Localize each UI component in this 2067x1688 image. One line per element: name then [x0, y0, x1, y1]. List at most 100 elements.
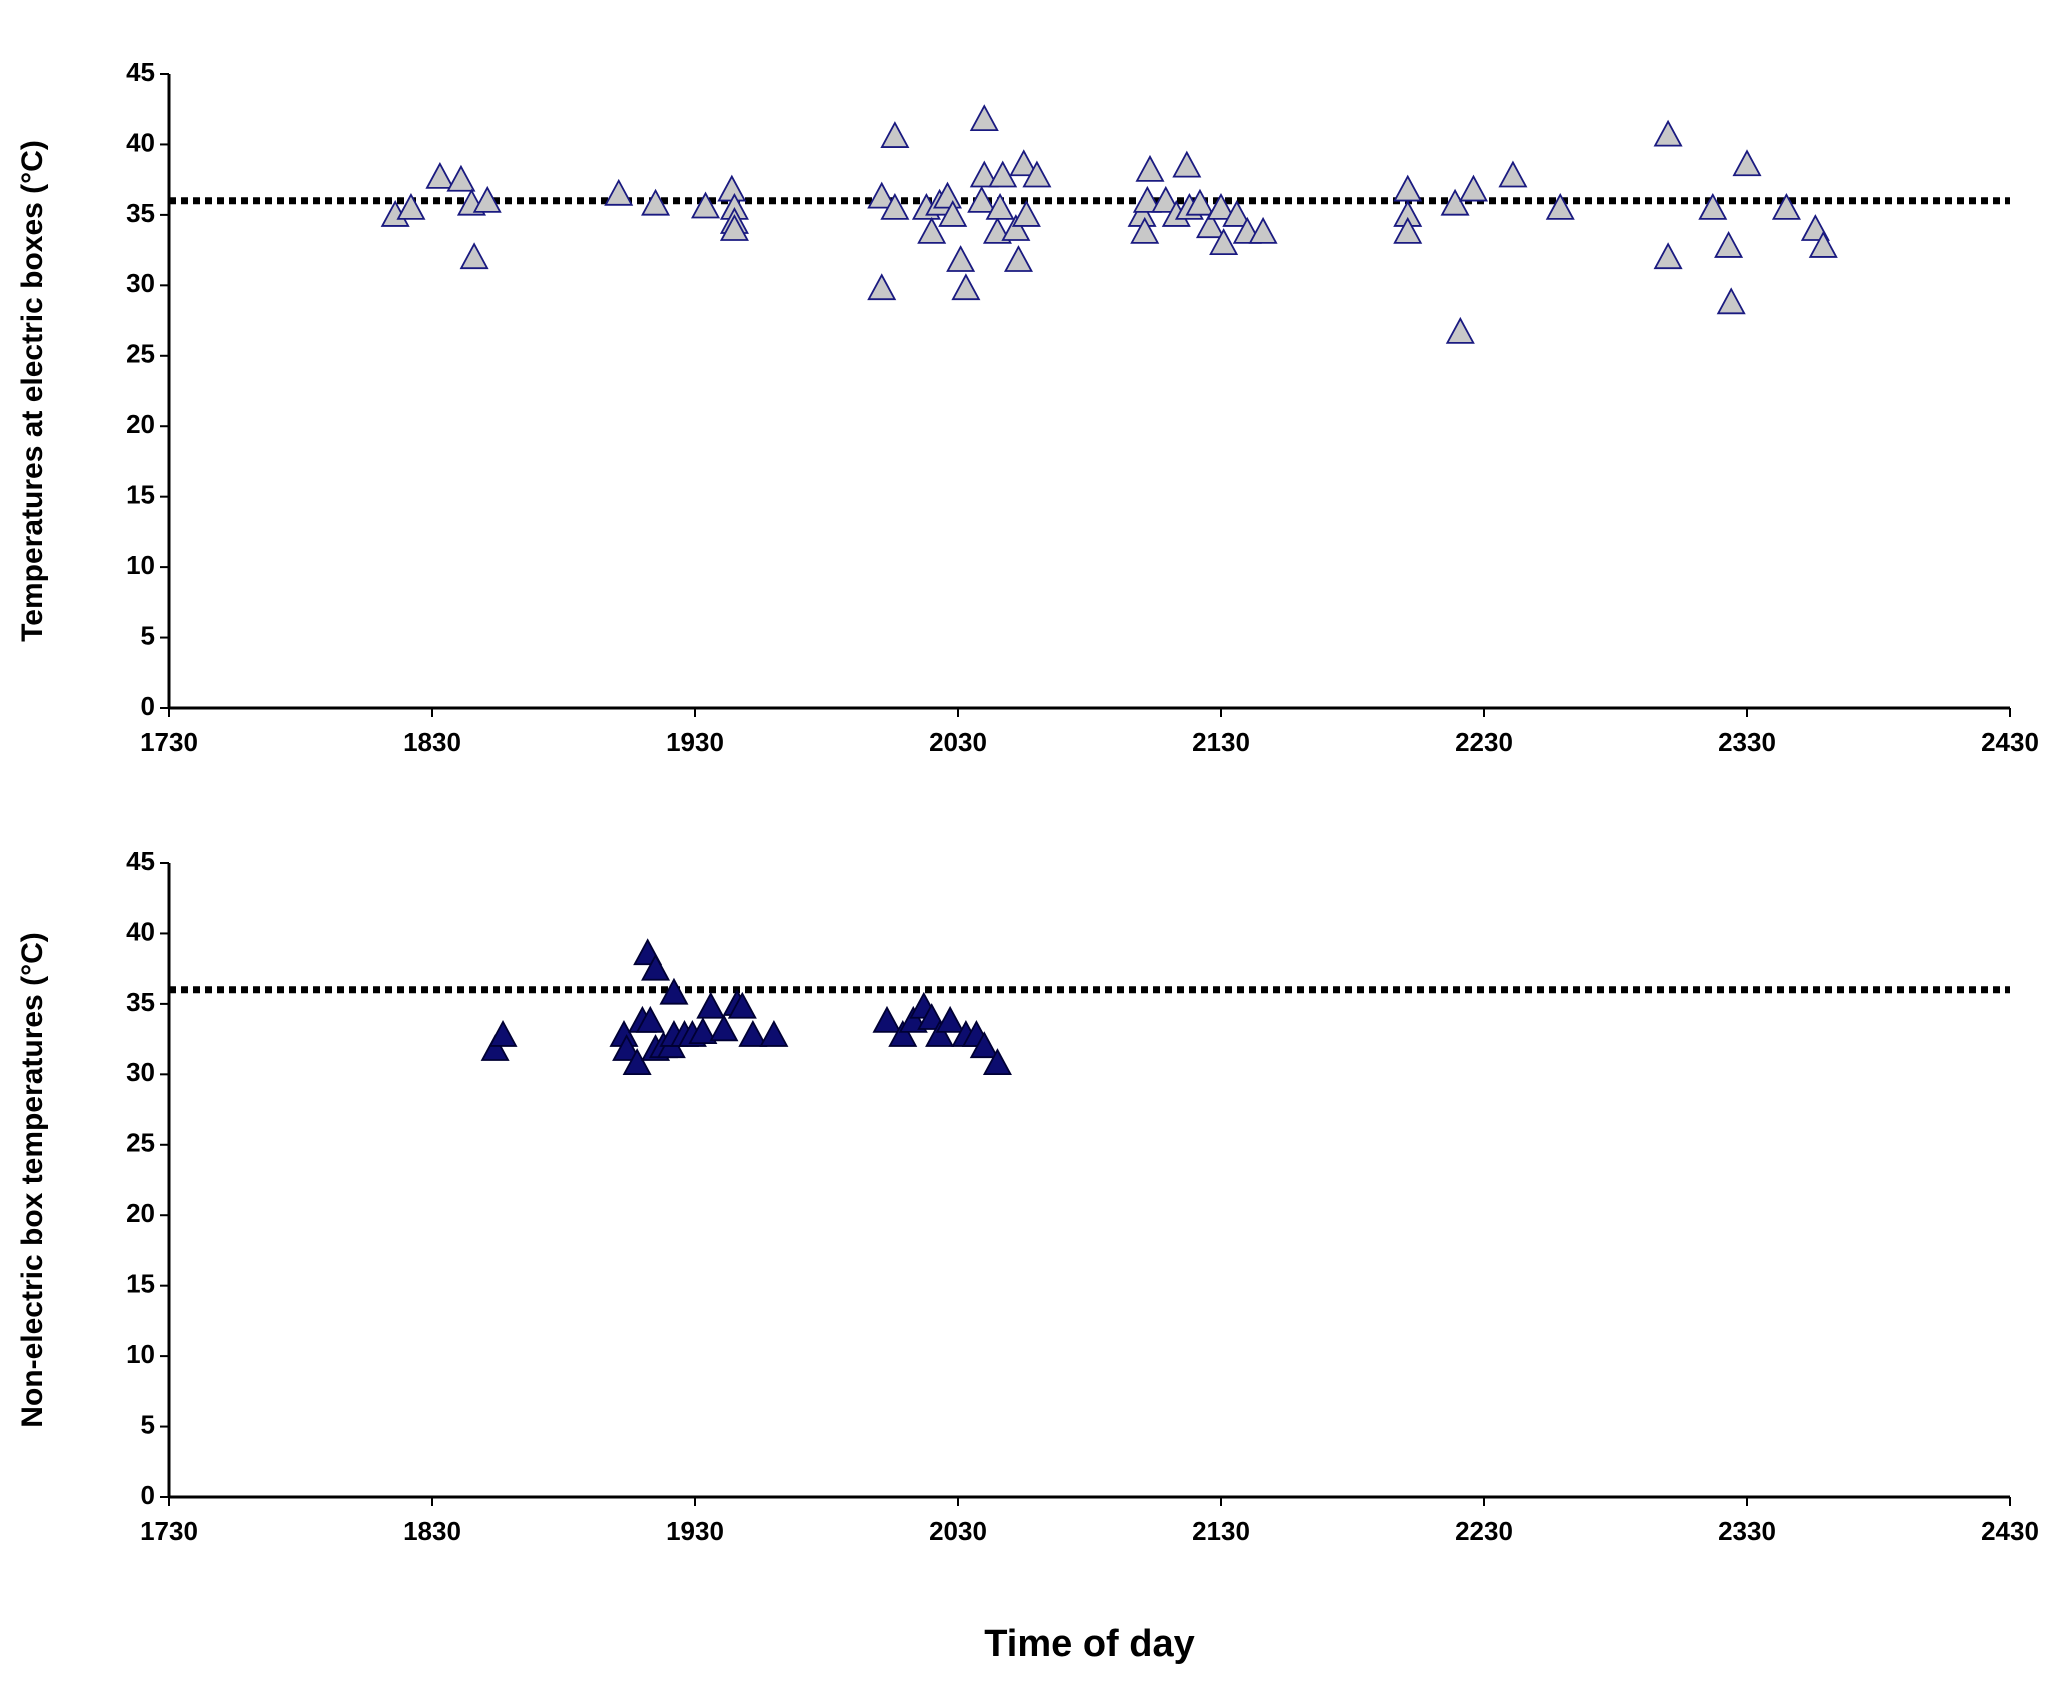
- y-tick-label: 10: [126, 1339, 155, 1369]
- y-tick-label: 40: [126, 127, 155, 157]
- y-tick-label: 30: [126, 1057, 155, 1087]
- point: [635, 1005, 665, 1033]
- point: [1009, 149, 1039, 177]
- point: [1206, 192, 1236, 220]
- point: [425, 161, 455, 189]
- point: [1195, 211, 1225, 239]
- point: [1445, 316, 1475, 344]
- point: [480, 1034, 510, 1061]
- point: [880, 121, 910, 148]
- point: [1716, 287, 1746, 315]
- point: [709, 1014, 739, 1042]
- x-tick-label: 1730: [140, 727, 198, 757]
- point: [696, 991, 726, 1019]
- y-tick-label: 20: [126, 1198, 155, 1228]
- y-tick-label: 0: [141, 1480, 155, 1510]
- point: [938, 199, 968, 227]
- point: [691, 191, 721, 219]
- point: [1011, 199, 1041, 227]
- point: [472, 185, 502, 213]
- point: [925, 1019, 955, 1047]
- x-tick-label: 2230: [1455, 727, 1513, 757]
- x-tick-label: 2030: [929, 1516, 987, 1546]
- point: [1653, 119, 1683, 147]
- y-tick-label: 0: [141, 691, 155, 721]
- y-tick-label: 15: [126, 1269, 155, 1299]
- x-tick-label: 2130: [1192, 727, 1250, 757]
- point: [622, 1048, 652, 1076]
- point: [612, 1034, 642, 1061]
- point: [1808, 230, 1838, 258]
- y-tick-label: 10: [126, 550, 155, 580]
- point: [488, 1019, 518, 1047]
- point: [1698, 192, 1728, 220]
- y-tick-label: 20: [126, 409, 155, 439]
- x-tick-label: 1930: [666, 727, 724, 757]
- y-tick-label: 5: [141, 620, 155, 650]
- point: [1393, 216, 1423, 244]
- point: [717, 174, 747, 202]
- point: [659, 977, 689, 1005]
- point: [951, 273, 981, 301]
- point: [446, 164, 476, 192]
- point: [641, 188, 671, 216]
- point: [1653, 242, 1683, 270]
- point: [969, 104, 999, 132]
- x-tick-label: 1930: [666, 1516, 724, 1546]
- x-tick-label: 1830: [403, 727, 461, 757]
- point: [985, 192, 1015, 220]
- point: [969, 160, 999, 188]
- point: [1458, 174, 1488, 202]
- x-tick-label: 2230: [1455, 1516, 1513, 1546]
- point: [935, 1005, 965, 1033]
- point: [641, 953, 671, 981]
- point: [1172, 150, 1202, 178]
- y-tick-label: 40: [126, 916, 155, 946]
- y-tick-label: 25: [126, 339, 155, 369]
- point: [1209, 228, 1239, 256]
- point: [932, 181, 962, 209]
- point: [604, 178, 634, 206]
- point: [1151, 185, 1181, 213]
- point: [1185, 188, 1215, 216]
- point: [759, 1019, 789, 1047]
- point: [967, 185, 997, 213]
- point: [1003, 245, 1033, 272]
- point: [1130, 216, 1160, 244]
- point: [946, 245, 976, 272]
- point: [1135, 154, 1165, 182]
- x-tick-label: 2430: [1981, 1516, 2039, 1546]
- point: [738, 1019, 768, 1047]
- point: [888, 1019, 918, 1047]
- point: [1222, 199, 1252, 227]
- point: [1001, 214, 1031, 241]
- point: [1022, 160, 1052, 188]
- point: [1132, 185, 1162, 213]
- y-tick-label: 25: [126, 1128, 155, 1158]
- point: [719, 214, 749, 241]
- y-tick-label: 30: [126, 268, 155, 298]
- point: [917, 216, 947, 244]
- x-tick-label: 2130: [1192, 1516, 1250, 1546]
- point: [688, 1017, 718, 1045]
- y-tick-label: 5: [141, 1409, 155, 1439]
- point: [1393, 174, 1423, 202]
- point: [867, 273, 897, 301]
- point: [1714, 230, 1744, 258]
- point: [880, 192, 910, 220]
- y-axis-label: Non-electric box temperatures (°C): [16, 932, 49, 1427]
- y-tick-label: 35: [126, 198, 155, 228]
- point: [969, 1031, 999, 1059]
- point: [727, 991, 757, 1019]
- y-tick-label: 15: [126, 480, 155, 510]
- point: [1248, 216, 1278, 244]
- x-axis-label: Time of day: [984, 1623, 1194, 1665]
- x-tick-label: 2430: [1981, 727, 2039, 757]
- point: [1732, 149, 1762, 177]
- point: [1771, 192, 1801, 220]
- point: [982, 1048, 1012, 1076]
- y-tick-label: 45: [126, 57, 155, 87]
- point: [988, 160, 1018, 188]
- y-tick-label: 45: [126, 846, 155, 876]
